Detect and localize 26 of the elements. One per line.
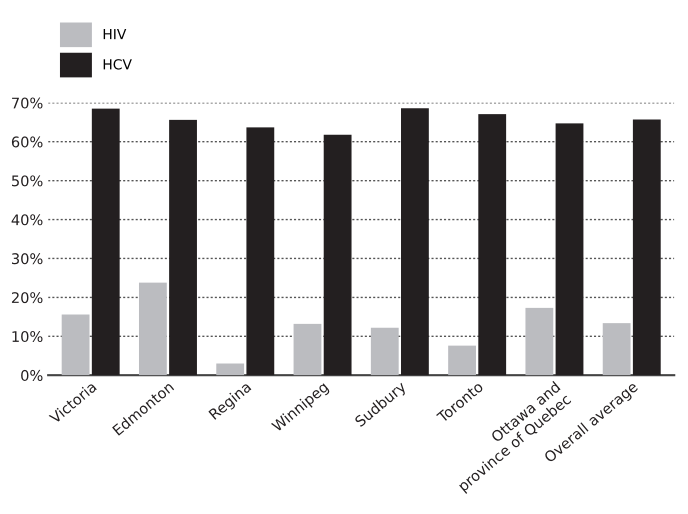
y-tick-label: 70%: [12, 98, 42, 109]
bar: [92, 108, 120, 376]
bar: [62, 314, 90, 376]
bar: [556, 123, 584, 376]
bar: [448, 346, 476, 376]
bar: [138, 282, 167, 376]
bar: [324, 134, 352, 376]
bar: [370, 328, 399, 376]
bar: [216, 364, 244, 376]
y-tick-label: 0%: [21, 370, 42, 381]
legend-label: HIV: [104, 29, 126, 40]
bar: [602, 323, 631, 376]
y-tick-label: 30%: [12, 253, 42, 264]
y-tick-label: 10%: [12, 331, 42, 342]
bar: [246, 127, 274, 376]
y-tick-label: 40%: [12, 214, 42, 226]
y-tick-label: 20%: [12, 292, 42, 304]
bar: [401, 108, 429, 376]
bar: [478, 114, 506, 376]
legend-label: HCV: [104, 59, 132, 70]
bar: [525, 308, 554, 376]
bar: [294, 324, 322, 376]
bar: [169, 120, 197, 376]
y-tick-label: 50%: [12, 175, 42, 186]
y-tick-label: 60%: [12, 136, 42, 148]
bar: [632, 120, 661, 376]
